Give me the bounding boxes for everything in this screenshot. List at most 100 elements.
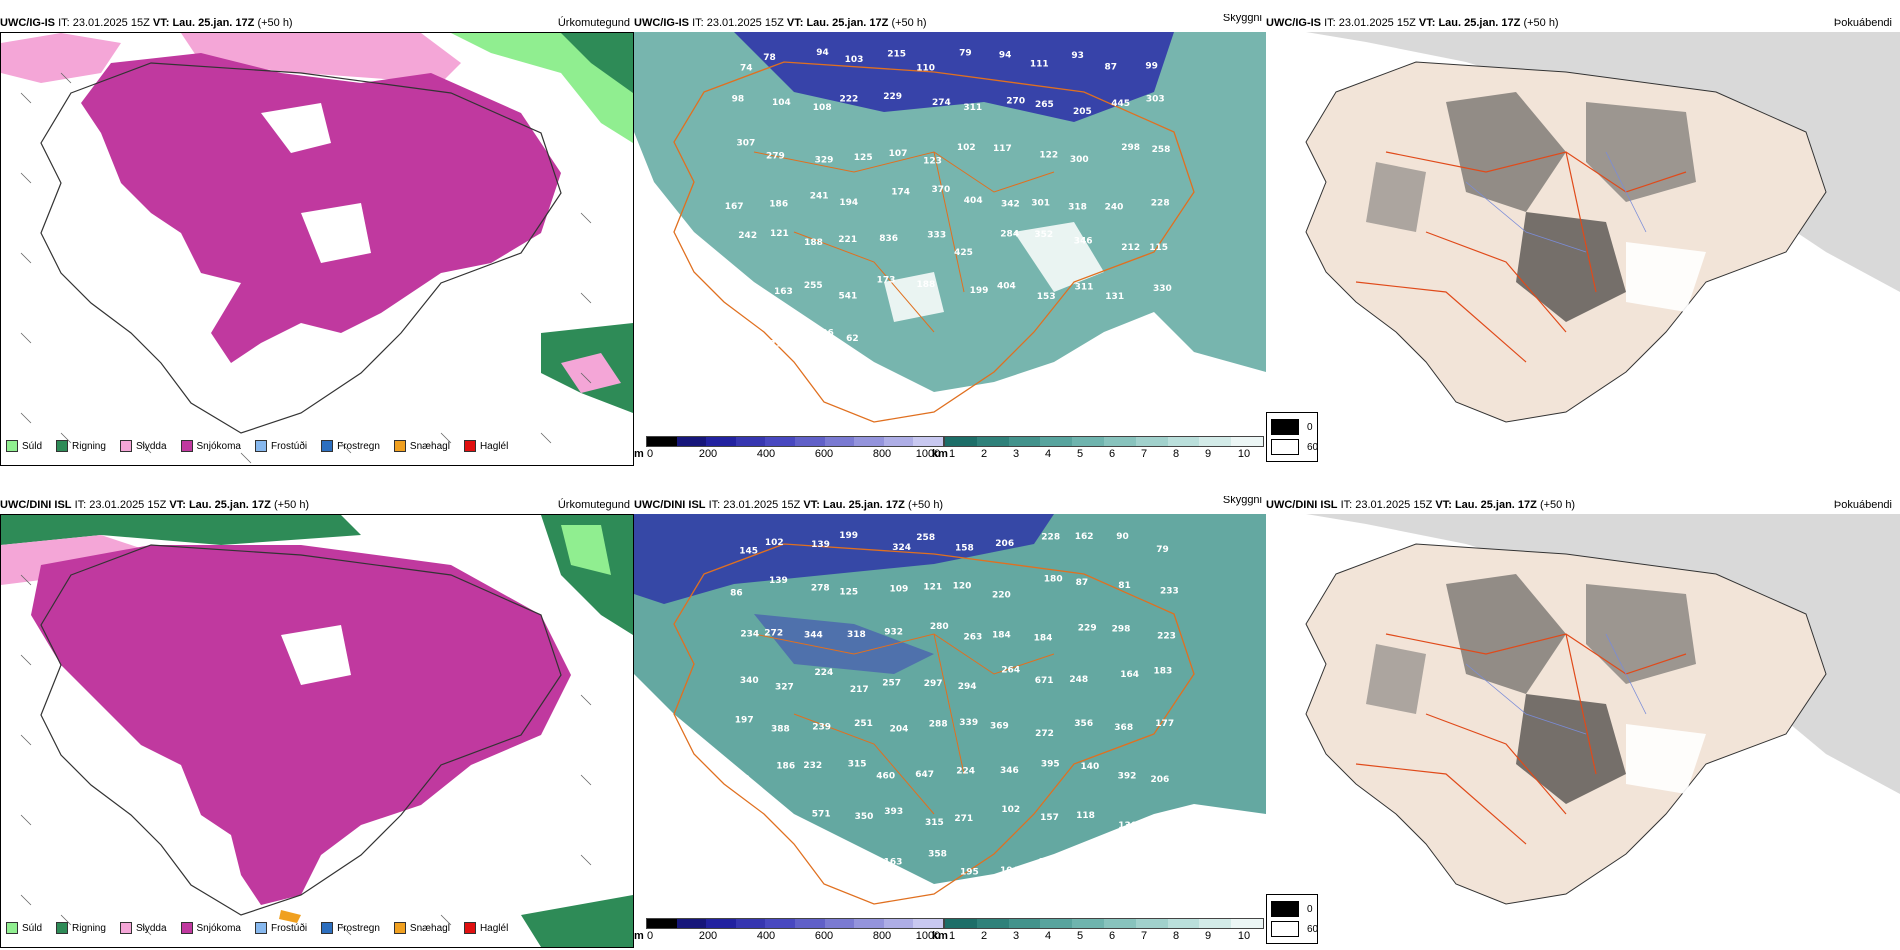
cloud-ceiling-label: 197 (735, 716, 754, 726)
it-value: 23.01.2025 15Z (723, 499, 801, 511)
visibility-tick: 10 (1237, 448, 1251, 460)
cloud-ceiling-label: 194 (839, 198, 858, 208)
panel-title: Skyggni (1222, 14, 1262, 24)
cloud-ceiling-label: 248 (1069, 675, 1088, 685)
cloud-ceiling-label: 125 (839, 587, 858, 597)
vt-label: VT: (152, 17, 170, 29)
cloud-map-canvas: 145 102 139 199 324 258 158 206 228 162 90 79 86 139 2… (634, 514, 1266, 914)
vt-label: VT: (1418, 17, 1436, 29)
cloud-ceiling-label: 425 (954, 248, 973, 258)
visibility-tick: 3 (1012, 448, 1020, 460)
cloud-ceiling-label: 671 (1035, 676, 1054, 686)
cloud-ceiling-label: 279 (766, 151, 785, 161)
cloud-ceiling-label: 120 (953, 582, 972, 592)
visibility-tick: 8 (1172, 448, 1180, 460)
cloud-ceiling-label: 404 (964, 196, 983, 206)
it-value: 23.01.2025 15Z (72, 17, 150, 29)
cloud-ceiling-label: 107 (889, 149, 908, 159)
ceiling-tick: 1000 (915, 930, 941, 942)
cloud-ceiling-label: 94 (999, 51, 1012, 61)
cloud-ceiling-label: 62 (846, 334, 859, 344)
cloud-ceiling-label: 104 (772, 98, 791, 108)
it-label: IT: (708, 499, 721, 511)
it-value: 23.01.2025 15Z (89, 499, 167, 511)
panel-header: UWC/DINI ISL IT: 23.01.2025 15Z VT: Lau.… (634, 496, 1266, 514)
cloud-ceiling-label: 388 (771, 725, 790, 735)
cloud-ceiling-label: 358 (928, 850, 947, 860)
visibility-tick: 2 (980, 930, 988, 942)
cloud-ceiling-label: 188 (917, 280, 936, 290)
cloud-ceiling-label: 223 (1157, 631, 1176, 641)
cloud-ceiling-label: 255 (804, 281, 823, 291)
cloud-ceiling-label: 110 (916, 64, 935, 74)
cloud-ceiling-label: 81 (1118, 581, 1131, 591)
legend-item-rain: Rigning (56, 922, 106, 934)
visibility-tick: 5 (1076, 448, 1084, 460)
it-value: 23.01.2025 15Z (706, 17, 784, 29)
fog-panel-top: UWC/IG-IS IT: 23.01.2025 15Z VT: Lau. 25… (1266, 14, 1900, 466)
fog-map (1266, 514, 1900, 914)
cloud-ceiling-label: 216 (769, 339, 788, 349)
cloud-ceiling-label: 233 (1160, 586, 1179, 596)
cloud-ceiling-label: 234 (740, 629, 759, 639)
legend-item-drizzle: Súld (6, 922, 42, 934)
cloud-ceiling-label: 311 (963, 103, 982, 113)
cloud-ceiling-label: 392 (1118, 771, 1137, 781)
cloud-ceiling-label: 153 (1037, 292, 1056, 302)
legend-item-snow: Snjókoma (180, 440, 241, 452)
cloud-ceiling-label: 121 (923, 583, 942, 593)
fog-map (1266, 32, 1900, 432)
ceiling-colorbar: m 0 200 400 600 800 1000 (634, 916, 944, 946)
cloud-ceiling-label: 215 (887, 50, 906, 60)
cloud-ceiling-label: 229 (1078, 624, 1097, 634)
cloud-ceiling-label: 460 (876, 772, 895, 782)
cloud-ceiling-label: 677 (808, 855, 827, 865)
vt-value: Lau. 25.jan. 17Z (1454, 499, 1537, 511)
panel-title: Úrkomutegund (557, 17, 630, 29)
visibility-tick: 6 (1108, 448, 1116, 460)
cloud-ceiling-label: 177 (1155, 719, 1174, 729)
cloud-ceiling-label: 93 (1071, 51, 1084, 61)
vt-label: VT: (169, 499, 186, 511)
precip-map-canvas (1, 515, 633, 947)
cloud-ceiling-label: 184 (1034, 634, 1053, 644)
legend-item-snow-pellets: Snæhagl (393, 440, 450, 452)
legend-item-snow: Snjókoma (180, 922, 241, 934)
cloud-ceiling-label: 174 (891, 187, 910, 197)
vt-value: Lau. 25.jan. 17Z (1438, 17, 1521, 29)
forecast-offset: (+50 h) (1523, 17, 1559, 29)
ceiling-tick: 1000 (915, 448, 941, 460)
forecast-offset: (+50 h) (273, 499, 310, 511)
cloud-ceiling-label: 221 (838, 235, 857, 245)
cloud-ceiling-label: 404 (997, 282, 1016, 292)
cloud-ceiling-label: 339 (959, 718, 978, 728)
fog-legend-low: 0 (1307, 421, 1313, 433)
visibility-tick: 7 (1140, 448, 1148, 460)
forecast-offset: (+50 h) (1539, 499, 1576, 511)
forecast-offset: (+50 h) (257, 17, 293, 29)
cloud-ceiling-label: 188 (804, 238, 823, 248)
cloud-ceiling-label: 102 (957, 143, 976, 153)
cloud-ceiling-label: 229 (883, 92, 902, 102)
cloud-ceiling-label: 111 (1030, 60, 1049, 70)
cloud-ceiling-label: 350 (855, 812, 874, 822)
cloud-ceiling-label: 337 (1145, 821, 1164, 831)
it-value: 23.01.2025 15Z (1338, 17, 1416, 29)
visibility-tick: 6 (1108, 930, 1116, 942)
cloud-ceiling-label: 121 (770, 229, 789, 239)
cloud-ceiling-label: 327 (775, 682, 794, 692)
panel-title: Skyggni (1222, 496, 1262, 506)
cloud-ceiling-label: 139 (769, 576, 788, 586)
cloud-ceiling-label: 836 (879, 234, 898, 244)
legend-item-hail: Haglél (463, 922, 508, 934)
precip-map (0, 32, 634, 466)
it-label: IT: (58, 17, 70, 29)
cloud-ceiling-label: 272 (764, 628, 783, 638)
cloud-ceiling-label: 98 (732, 95, 745, 105)
cloud-ceiling-label: 303 (1146, 95, 1165, 105)
cloud-ceiling-label: 167 (725, 202, 744, 212)
model-name: UWC/DINI ISL (0, 499, 72, 511)
cloud-ceiling-label: 158 (955, 544, 974, 554)
cloud-ceiling-label: 90 (1116, 532, 1129, 542)
cloud-ceiling-label: 195 (960, 867, 979, 877)
